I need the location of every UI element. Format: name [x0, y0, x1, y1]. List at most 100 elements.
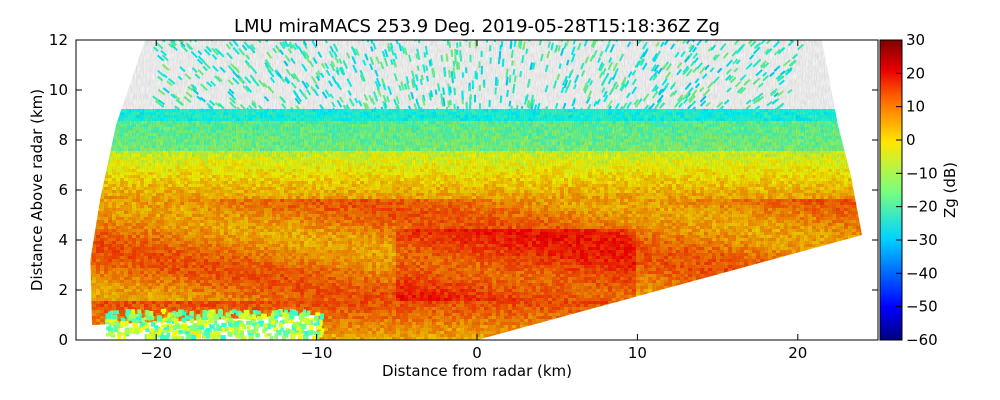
- reflectivity-cell: [90, 169, 93, 173]
- reflectivity-cell: [84, 163, 89, 167]
- reflectivity-cell: [868, 127, 873, 131]
- reflectivity-cell: [856, 109, 861, 113]
- reflectivity-cell: [864, 127, 869, 131]
- reflectivity-cell: [868, 157, 873, 161]
- reflectivity-cell: [844, 109, 849, 113]
- reflectivity-cell: [844, 148, 849, 152]
- reflectivity-cell: [90, 127, 93, 131]
- reflectivity-cell: [108, 109, 113, 113]
- reflectivity-cell: [76, 151, 81, 155]
- reflectivity-cell: [848, 127, 853, 131]
- reflectivity-cell: [92, 160, 97, 164]
- reflectivity-cell: [104, 142, 109, 146]
- reflectivity-cell: [856, 127, 861, 131]
- reflectivity-cell: [96, 142, 101, 146]
- reflectivity-cell: [76, 112, 81, 116]
- reflectivity-cell: [104, 121, 109, 125]
- reflectivity-cell: [112, 121, 117, 125]
- reflectivity-cell: [872, 151, 877, 155]
- reflectivity-cell: [872, 148, 877, 152]
- reflectivity-cell: [80, 130, 85, 134]
- reflectivity-cell: [864, 133, 869, 137]
- reflectivity-cell: [76, 160, 81, 164]
- reflectivity-cell: [92, 157, 97, 161]
- reflectivity-cell: [84, 136, 89, 140]
- reflectivity-cell: [848, 157, 853, 161]
- reflectivity-cell: [76, 130, 81, 134]
- reflectivity-cell: [840, 124, 845, 128]
- reflectivity-cell: [92, 124, 97, 128]
- reflectivity-cell: [856, 145, 861, 149]
- reflectivity-cell: [80, 109, 85, 113]
- reflectivity-cell: [852, 142, 857, 146]
- reflectivity-cell: [852, 115, 857, 119]
- radar-image: [76, 40, 877, 340]
- reflectivity-cell: [848, 136, 853, 140]
- reflectivity-cell: [108, 130, 113, 134]
- reflectivity-cell: [104, 124, 109, 128]
- reflectivity-cell: [80, 160, 85, 164]
- reflectivity-cell: [108, 112, 113, 116]
- reflectivity-cell: [96, 118, 101, 122]
- reflectivity-cell: [96, 109, 101, 113]
- reflectivity-cell: [848, 130, 853, 134]
- reflectivity-cell: [856, 133, 861, 137]
- reflectivity-cell: [848, 145, 853, 149]
- reflectivity-cell: [844, 115, 849, 119]
- reflectivity-cell: [90, 112, 93, 116]
- reflectivity-cell: [852, 112, 857, 116]
- reflectivity-cell: [80, 151, 85, 155]
- reflectivity-cell: [100, 112, 105, 116]
- reflectivity-cell: [848, 148, 853, 152]
- reflectivity-cell: [864, 136, 869, 140]
- reflectivity-cell: [856, 130, 861, 134]
- reflectivity-cell: [96, 157, 101, 161]
- reflectivity-cell: [860, 118, 862, 122]
- reflectivity-cell: [84, 127, 89, 131]
- reflectivity-cell: [852, 154, 857, 158]
- reflectivity-cell: [848, 112, 853, 116]
- reflectivity-cell: [92, 142, 97, 146]
- reflectivity-cell: [840, 112, 845, 116]
- reflectivity-cell: [92, 127, 97, 131]
- reflectivity-cell: [840, 130, 845, 134]
- reflectivity-cell: [112, 118, 117, 122]
- reflectivity-cell: [864, 115, 869, 119]
- reflectivity-cell: [872, 109, 877, 113]
- reflectivity-cell: [84, 139, 89, 143]
- reflectivity-cell: [76, 136, 81, 140]
- reflectivity-cell: [872, 130, 877, 134]
- reflectivity-cell: [848, 118, 853, 122]
- reflectivity-cell: [76, 154, 81, 158]
- reflectivity-cell: [864, 121, 869, 125]
- reflectivity-cell: [104, 139, 109, 143]
- reflectivity-cell: [76, 109, 81, 113]
- reflectivity-cell: [872, 145, 877, 149]
- reflectivity-cell: [860, 130, 862, 134]
- reflectivity-cell: [100, 157, 105, 161]
- reflectivity-cell: [90, 115, 93, 119]
- reflectivity-cell: [104, 148, 109, 152]
- reflectivity-cell: [92, 115, 97, 119]
- reflectivity-cell: [860, 142, 862, 146]
- reflectivity-cell: [868, 112, 873, 116]
- reflectivity-cell: [860, 139, 862, 143]
- reflectivity-cell: [872, 163, 877, 167]
- reflectivity-cell: [100, 148, 105, 152]
- noise-dash: [752, 40, 755, 41]
- reflectivity-cell: [104, 133, 109, 137]
- reflectivity-cell: [864, 145, 869, 149]
- reflectivity-cell: [848, 121, 853, 125]
- reflectivity-cell: [100, 130, 105, 134]
- reflectivity-cell: [864, 118, 869, 122]
- reflectivity-cell: [100, 127, 105, 131]
- reflectivity-cell: [90, 109, 93, 113]
- reflectivity-cell: [76, 145, 81, 149]
- reflectivity-cell: [104, 118, 109, 122]
- reflectivity-cell: [96, 139, 101, 143]
- reflectivity-cell: [96, 145, 101, 149]
- reflectivity-cell: [860, 163, 862, 167]
- reflectivity-cell: [84, 151, 89, 155]
- reflectivity-cell: [90, 139, 93, 143]
- reflectivity-cell: [872, 136, 877, 140]
